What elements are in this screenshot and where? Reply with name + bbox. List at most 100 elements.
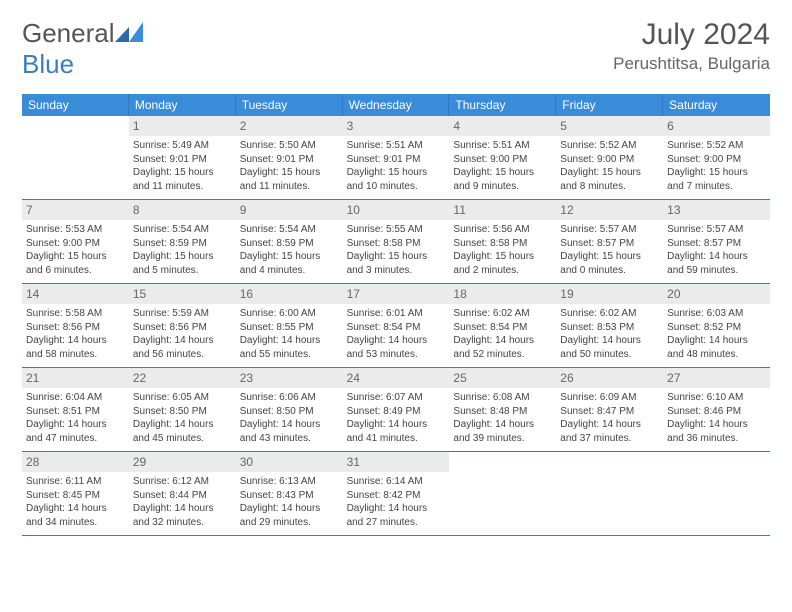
daylight-line: Daylight: 15 hours and 5 minutes. [133,250,232,277]
day-number: 28 [22,452,129,472]
brand-word2: Blue [22,49,74,79]
daylight-line: Daylight: 14 hours and 43 minutes. [240,418,339,445]
day-number: 27 [663,368,770,388]
sunset-line: Sunset: 8:48 PM [453,405,552,419]
daylight-line: Daylight: 14 hours and 27 minutes. [347,502,446,529]
calendar-day: 26Sunrise: 6:09 AMSunset: 8:47 PMDayligh… [556,368,663,451]
day-number: 31 [343,452,450,472]
sunset-line: Sunset: 8:43 PM [240,489,339,503]
day-number: 11 [449,200,556,220]
sunset-line: Sunset: 8:53 PM [560,321,659,335]
calendar-day: 5Sunrise: 5:52 AMSunset: 9:00 PMDaylight… [556,116,663,199]
weekday-header: Sunday [22,94,129,116]
brand-mark-icon [115,22,143,42]
day-number: 9 [236,200,343,220]
calendar-day: 16Sunrise: 6:00 AMSunset: 8:55 PMDayligh… [236,284,343,367]
sunrise-line: Sunrise: 5:52 AM [667,139,766,153]
daylight-line: Daylight: 15 hours and 7 minutes. [667,166,766,193]
sunset-line: Sunset: 8:57 PM [667,237,766,251]
calendar-day: 7Sunrise: 5:53 AMSunset: 9:00 PMDaylight… [22,200,129,283]
daylight-line: Daylight: 14 hours and 37 minutes. [560,418,659,445]
header: General Blue July 2024 Perushtitsa, Bulg… [22,18,770,80]
calendar-day: 9Sunrise: 5:54 AMSunset: 8:59 PMDaylight… [236,200,343,283]
sunset-line: Sunset: 9:00 PM [560,153,659,167]
weekday-header: Friday [556,94,663,116]
daylight-line: Daylight: 14 hours and 36 minutes. [667,418,766,445]
sunset-line: Sunset: 9:00 PM [453,153,552,167]
title-block: July 2024 Perushtitsa, Bulgaria [613,18,770,74]
daylight-line: Daylight: 15 hours and 2 minutes. [453,250,552,277]
daylight-line: Daylight: 14 hours and 34 minutes. [26,502,125,529]
daylight-line: Daylight: 15 hours and 9 minutes. [453,166,552,193]
calendar-day: 2Sunrise: 5:50 AMSunset: 9:01 PMDaylight… [236,116,343,199]
sunrise-line: Sunrise: 6:11 AM [26,475,125,489]
weekday-header: Wednesday [343,94,450,116]
calendar-day: 17Sunrise: 6:01 AMSunset: 8:54 PMDayligh… [343,284,450,367]
sunset-line: Sunset: 8:54 PM [453,321,552,335]
sunrise-line: Sunrise: 5:53 AM [26,223,125,237]
calendar-day: 6Sunrise: 5:52 AMSunset: 9:00 PMDaylight… [663,116,770,199]
sunrise-line: Sunrise: 6:04 AM [26,391,125,405]
calendar-day: 28Sunrise: 6:11 AMSunset: 8:45 PMDayligh… [22,452,129,535]
day-number: 30 [236,452,343,472]
sunset-line: Sunset: 8:42 PM [347,489,446,503]
day-number: 18 [449,284,556,304]
sunset-line: Sunset: 8:46 PM [667,405,766,419]
sunrise-line: Sunrise: 5:51 AM [453,139,552,153]
weekday-header: Thursday [449,94,556,116]
sunrise-line: Sunrise: 6:03 AM [667,307,766,321]
day-number: 22 [129,368,236,388]
daylight-line: Daylight: 14 hours and 52 minutes. [453,334,552,361]
day-number: 6 [663,116,770,136]
calendar-day: 8Sunrise: 5:54 AMSunset: 8:59 PMDaylight… [129,200,236,283]
day-number: 3 [343,116,450,136]
daylight-line: Daylight: 14 hours and 45 minutes. [133,418,232,445]
day-number: 2 [236,116,343,136]
day-number: 14 [22,284,129,304]
daylight-line: Daylight: 14 hours and 53 minutes. [347,334,446,361]
sunrise-line: Sunrise: 5:49 AM [133,139,232,153]
daylight-line: Daylight: 15 hours and 8 minutes. [560,166,659,193]
daylight-line: Daylight: 15 hours and 6 minutes. [26,250,125,277]
sunset-line: Sunset: 8:59 PM [133,237,232,251]
sunrise-line: Sunrise: 6:00 AM [240,307,339,321]
calendar-week: 7Sunrise: 5:53 AMSunset: 9:00 PMDaylight… [22,200,770,284]
sunset-line: Sunset: 9:01 PM [133,153,232,167]
sunset-line: Sunset: 8:54 PM [347,321,446,335]
sunrise-line: Sunrise: 6:02 AM [560,307,659,321]
sunrise-line: Sunrise: 6:14 AM [347,475,446,489]
sunset-line: Sunset: 8:56 PM [26,321,125,335]
sunset-line: Sunset: 8:58 PM [347,237,446,251]
sunrise-line: Sunrise: 5:58 AM [26,307,125,321]
calendar-day: . [22,116,129,199]
calendar-week: .1Sunrise: 5:49 AMSunset: 9:01 PMDayligh… [22,116,770,200]
calendar-day: . [663,452,770,535]
sunrise-line: Sunrise: 5:55 AM [347,223,446,237]
calendar-day: 11Sunrise: 5:56 AMSunset: 8:58 PMDayligh… [449,200,556,283]
brand-logo: General Blue [22,18,143,80]
calendar-day: 4Sunrise: 5:51 AMSunset: 9:00 PMDaylight… [449,116,556,199]
sunset-line: Sunset: 8:51 PM [26,405,125,419]
day-number: 19 [556,284,663,304]
sunrise-line: Sunrise: 6:08 AM [453,391,552,405]
day-number: 15 [129,284,236,304]
sunrise-line: Sunrise: 6:09 AM [560,391,659,405]
sunrise-line: Sunrise: 5:59 AM [133,307,232,321]
daylight-line: Daylight: 15 hours and 0 minutes. [560,250,659,277]
brand-word1: General [22,18,115,48]
sunrise-line: Sunrise: 6:01 AM [347,307,446,321]
daylight-line: Daylight: 14 hours and 59 minutes. [667,250,766,277]
calendar-day: 25Sunrise: 6:08 AMSunset: 8:48 PMDayligh… [449,368,556,451]
weekday-header: Monday [129,94,236,116]
calendar-day: 29Sunrise: 6:12 AMSunset: 8:44 PMDayligh… [129,452,236,535]
day-number: 26 [556,368,663,388]
calendar-day: . [449,452,556,535]
daylight-line: Daylight: 15 hours and 10 minutes. [347,166,446,193]
weekday-header: Saturday [663,94,770,116]
calendar-day: 27Sunrise: 6:10 AMSunset: 8:46 PMDayligh… [663,368,770,451]
sunset-line: Sunset: 8:44 PM [133,489,232,503]
calendar-day: 22Sunrise: 6:05 AMSunset: 8:50 PMDayligh… [129,368,236,451]
sunset-line: Sunset: 8:58 PM [453,237,552,251]
day-number: 7 [22,200,129,220]
daylight-line: Daylight: 14 hours and 41 minutes. [347,418,446,445]
